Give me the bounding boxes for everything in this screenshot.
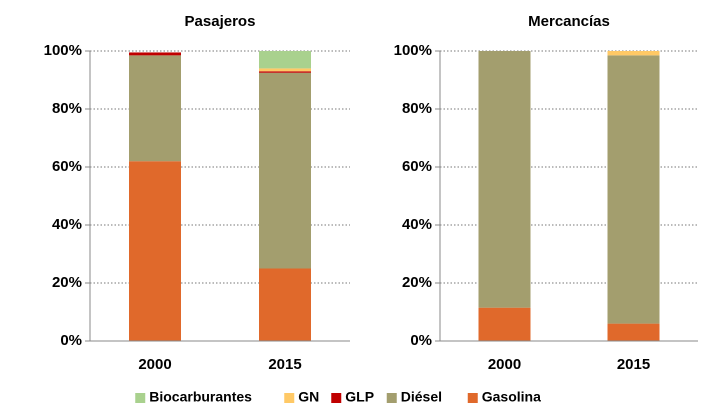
legend-swatch bbox=[331, 393, 342, 403]
legend-swatch bbox=[284, 393, 295, 403]
legend-swatch bbox=[386, 393, 397, 403]
legend-label: Gasolina bbox=[482, 389, 541, 405]
legend-label: GN bbox=[298, 389, 319, 405]
legend-swatch bbox=[467, 393, 478, 403]
bar-segment bbox=[129, 55, 181, 162]
y-tick-label: 60% bbox=[52, 158, 82, 175]
y-tick-label: 80% bbox=[402, 100, 432, 117]
bar-segment bbox=[478, 51, 531, 308]
y-tick-label: 100% bbox=[394, 42, 432, 59]
bar-segment bbox=[259, 268, 311, 341]
bar-segment bbox=[478, 307, 531, 341]
legend-label: Diésel bbox=[401, 389, 442, 405]
bar-segment bbox=[259, 72, 311, 269]
y-tick-label: 0% bbox=[60, 332, 82, 349]
x-tick-label: 2015 bbox=[617, 356, 650, 373]
y-tick-label: 20% bbox=[402, 274, 432, 291]
x-tick-label: 2000 bbox=[488, 356, 521, 373]
legend-label: GLP bbox=[345, 389, 374, 405]
bar-segment bbox=[607, 51, 660, 56]
bar-segment bbox=[259, 71, 311, 73]
bar-segment bbox=[259, 51, 311, 69]
y-tick-label: 80% bbox=[52, 100, 82, 117]
bar-segment bbox=[129, 161, 181, 341]
y-tick-label: 40% bbox=[52, 216, 82, 233]
y-tick-label: 100% bbox=[44, 42, 82, 59]
legend-swatch bbox=[135, 393, 146, 403]
y-tick-label: 60% bbox=[402, 158, 432, 175]
y-tick-label: 20% bbox=[52, 274, 82, 291]
x-tick-label: 2000 bbox=[138, 356, 171, 373]
y-tick-label: 0% bbox=[410, 332, 432, 349]
x-tick-label: 2015 bbox=[268, 356, 301, 373]
bar-segment bbox=[259, 68, 311, 72]
chart-title: Mercancías bbox=[528, 13, 610, 30]
legend-label: Biocarburantes bbox=[149, 389, 252, 405]
bar-segment bbox=[607, 323, 660, 341]
chart-title: Pasajeros bbox=[185, 13, 256, 30]
bar-segment bbox=[129, 52, 181, 56]
bar-segment bbox=[607, 55, 660, 324]
y-tick-label: 40% bbox=[402, 216, 432, 233]
legend: Biocarburantes GN GLP Diésel Gasolina bbox=[135, 389, 541, 405]
